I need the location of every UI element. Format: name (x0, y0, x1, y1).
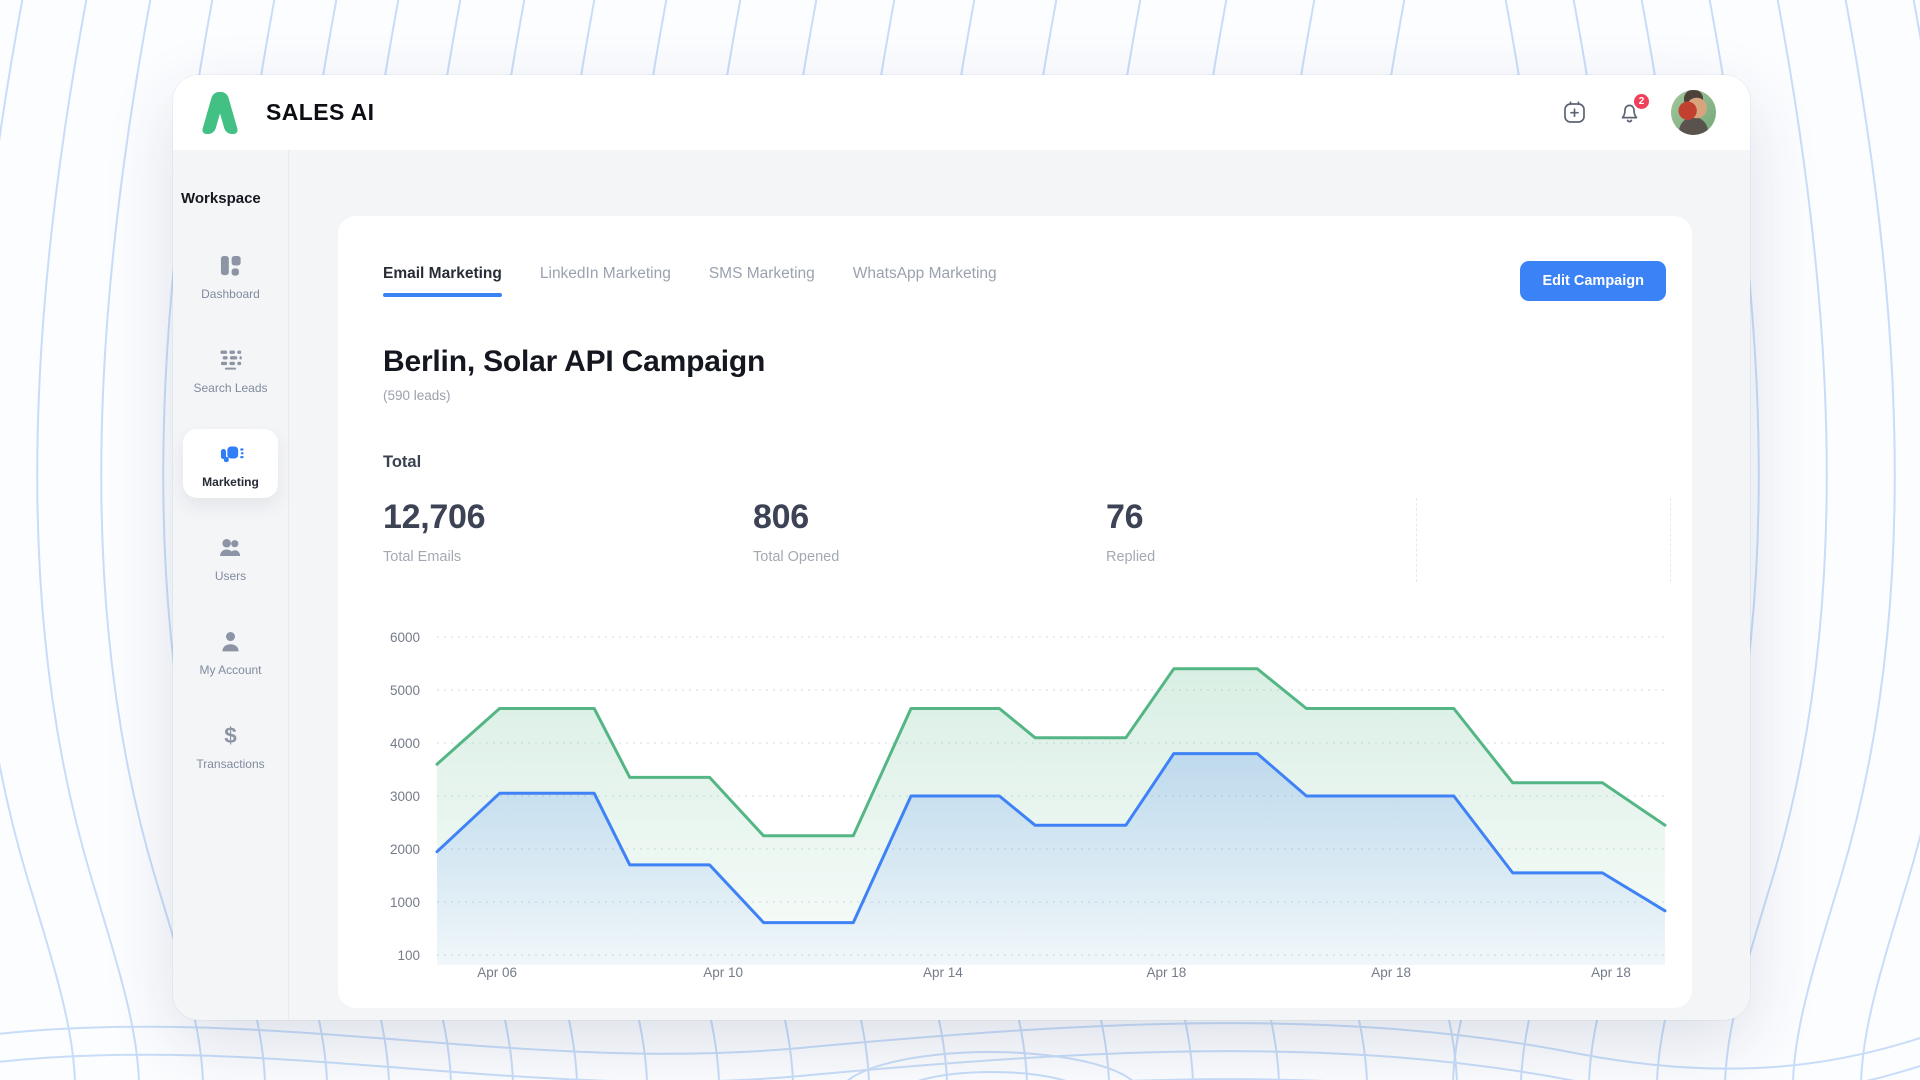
stat-value: 76 (1106, 498, 1144, 536)
stat-total-opened: 806 Total Opened (753, 498, 1106, 582)
tab-sms-marketing[interactable]: SMS Marketing (708, 265, 815, 282)
svg-text:Apr 18: Apr 18 (1147, 965, 1187, 980)
svg-text:Apr 14: Apr 14 (923, 965, 963, 980)
stat-label: Replied (1106, 549, 1156, 565)
tab-linkedin-marketing[interactable]: LinkedIn Marketing (539, 265, 671, 282)
sidebar-item-users[interactable]: Users (183, 523, 278, 592)
search-leads-icon (217, 346, 244, 373)
sidebar-item-label: Dashboard (201, 287, 260, 301)
svg-text:5000: 5000 (390, 683, 420, 698)
svg-text:Apr 10: Apr 10 (703, 965, 743, 980)
dashboard-icon (217, 252, 244, 279)
sidebar-item-label: Users (214, 569, 247, 583)
campaign-leads-count: (590 leads) (383, 388, 451, 403)
stats-row: 12,706 Total Emails 806 Total Opened 76 … (383, 498, 1692, 582)
user-avatar[interactable] (1671, 90, 1716, 135)
notification-count-badge: 2 (1632, 92, 1651, 111)
tab-email-marketing[interactable]: Email Marketing (383, 265, 502, 297)
marketing-tabs: Email Marketing LinkedIn Marketing SMS M… (383, 265, 997, 297)
megaphone-icon (217, 440, 244, 467)
sidebar-item-label: Search Leads (193, 381, 268, 395)
svg-text:$: $ (224, 723, 237, 748)
main-area: Email Marketing LinkedIn Marketing SMS M… (289, 150, 1750, 1020)
stat-total-emails: 12,706 Total Emails (383, 498, 753, 582)
svg-text:2000: 2000 (390, 842, 420, 857)
stat-cell-empty (1416, 498, 1671, 582)
svg-text:Apr 18: Apr 18 (1591, 965, 1631, 980)
sales-ai-logo-icon (202, 91, 238, 134)
notifications-bell-icon[interactable]: 2 (1616, 92, 1651, 126)
sidebar-item-label: Transactions (196, 757, 265, 771)
sidebar-item-marketing[interactable]: Marketing (183, 429, 278, 498)
stats-section-label: Total (383, 453, 422, 471)
person-icon (217, 628, 244, 655)
stat-value: 806 (753, 498, 809, 536)
app-header: SALES AI 2 (173, 75, 1750, 150)
svg-text:Apr 18: Apr 18 (1371, 965, 1411, 980)
sidebar-item-search-leads[interactable]: Search Leads (183, 335, 278, 404)
campaign-chart: 6000 5000 4000 3000 2000 1000 100 Apr 06 Apr 10 A… (338, 604, 1692, 987)
stat-value: 12,706 (383, 498, 486, 536)
svg-text:100: 100 (397, 948, 420, 963)
campaign-title: Berlin, Solar API Campaign (383, 345, 766, 378)
sidebar-item-transactions[interactable]: $ Transactions (183, 711, 278, 780)
stat-label: Total Emails (383, 549, 462, 565)
workspace-section-label: Workspace (181, 190, 261, 207)
app-window: SALES AI 2 Workspace (173, 75, 1750, 1020)
sidebar-item-dashboard[interactable]: Dashboard (183, 241, 278, 310)
stat-label: Total Opened (753, 549, 840, 565)
sidebar: Workspace Dashboard (173, 150, 289, 1020)
add-new-button[interactable] (1561, 99, 1588, 126)
sidebar-item-label: Marketing (202, 475, 259, 489)
brand-name: SALES AI (266, 99, 375, 125)
svg-text:1000: 1000 (390, 895, 420, 910)
users-icon (217, 534, 244, 561)
campaign-card: Email Marketing LinkedIn Marketing SMS M… (338, 216, 1692, 1008)
tab-whatsapp-marketing[interactable]: WhatsApp Marketing (852, 265, 997, 282)
svg-text:4000: 4000 (390, 736, 420, 751)
svg-text:3000: 3000 (390, 789, 420, 804)
edit-campaign-button[interactable]: Edit Campaign (1520, 261, 1666, 301)
svg-text:Apr 06: Apr 06 (477, 965, 517, 980)
svg-text:6000: 6000 (390, 630, 420, 645)
dollar-icon: $ (217, 722, 244, 749)
campaign-chart-svg: 6000 5000 4000 3000 2000 1000 100 Apr 06 Apr 10 A… (390, 630, 1667, 980)
sidebar-item-label: My Account (199, 663, 262, 677)
sidebar-item-my-account[interactable]: My Account (183, 617, 278, 686)
stat-replied: 76 Replied (1106, 498, 1416, 582)
